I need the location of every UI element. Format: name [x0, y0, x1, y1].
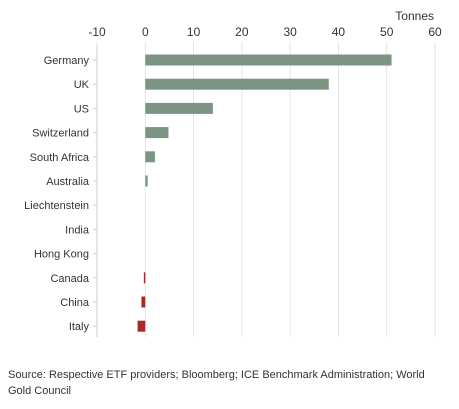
category-label: Canada: [50, 273, 89, 285]
category-label: Germany: [44, 55, 90, 67]
category-label: Italy: [69, 321, 90, 333]
bar-south-africa: [145, 151, 155, 163]
bar-chart: -10 0 10 20 30 40 50 60 Germany UK US Switzerland So…: [24, 9, 442, 337]
x-tick-label: -10: [88, 25, 106, 39]
label-layer: -10 0 10 20 30 40 50 60 Germany UK US Switzerland So…: [24, 25, 442, 333]
bar-italy: [137, 320, 146, 332]
bar-us: [145, 102, 213, 114]
bar-canada: [143, 272, 146, 284]
category-label: South Africa: [30, 152, 90, 164]
category-label: US: [74, 103, 89, 115]
x-tick-label: 10: [187, 25, 201, 39]
bar-australia: [145, 175, 148, 187]
x-tick-label: 20: [235, 25, 249, 39]
category-label: India: [65, 224, 90, 236]
category-label: UK: [74, 79, 90, 91]
bar-layer: [137, 54, 392, 332]
x-tick-label: 40: [332, 25, 346, 39]
bar-uk: [145, 78, 329, 90]
bar-germany: [145, 54, 392, 66]
category-label: China: [60, 297, 90, 309]
category-label: Hong Kong: [34, 249, 89, 261]
source-note: Source: Respective ETF providers; Bloomb…: [8, 369, 425, 397]
x-tick-label: 50: [380, 25, 394, 39]
axis-unit-label: Tonnes: [395, 9, 434, 23]
bar-china: [141, 296, 146, 308]
grid-layer: [96, 42, 436, 337]
category-label: Australia: [46, 176, 90, 188]
category-label: Liechtenstein: [24, 200, 89, 212]
x-tick-label: 0: [142, 25, 149, 39]
bar-switzerland: [145, 127, 169, 139]
category-label: Switzerland: [32, 128, 89, 140]
x-tick-label: 60: [428, 25, 442, 39]
axis-layer: [93, 46, 98, 337]
x-tick-label: 30: [283, 25, 297, 39]
